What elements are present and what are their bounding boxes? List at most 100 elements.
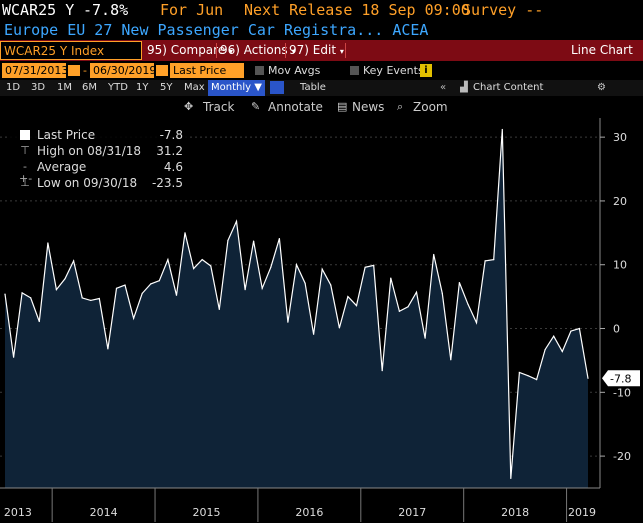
data-point	[167, 259, 169, 261]
y-tick-label: 20	[613, 195, 627, 208]
data-point	[355, 305, 358, 307]
move-icon: ✥	[184, 100, 194, 113]
data-point	[218, 308, 220, 310]
double-chevron-left-icon[interactable]: «	[440, 82, 447, 93]
last-value-tag	[602, 370, 640, 387]
data-point	[458, 282, 460, 284]
mov-avgs-label: Mov Avgs	[268, 64, 321, 77]
legend-high-label: High on 08/31/18	[37, 144, 142, 158]
legend-high: ⊤ High on 08/31/18 31.2	[7, 143, 187, 159]
chart-icon: ▟	[460, 82, 468, 93]
y-tick-label: 30	[613, 131, 627, 144]
legend-avg: -+- Average 4.6	[7, 159, 187, 185]
average-marker-icon: -+-	[19, 160, 33, 185]
end-date-input[interactable]: 06/30/2019	[90, 63, 156, 78]
range-6m[interactable]: 6M	[82, 82, 97, 93]
low-marker-icon: ⊥	[20, 176, 30, 189]
mov-avgs-checkbox[interactable]	[255, 66, 264, 75]
magnifier-icon: ⌕	[397, 100, 404, 113]
chart-type-label[interactable]: Line Chart	[571, 43, 633, 57]
zoom-button[interactable]: Zoom	[413, 100, 448, 114]
key-events-checkbox[interactable]	[350, 66, 359, 75]
range-bar: 1D 3D 1M 6M YTD 1Y 5Y Max Monthly ▼ Tabl…	[0, 80, 643, 96]
data-point	[321, 268, 323, 270]
tool-bar: ✥ Track ✎ Annotate ▤ News ⌕ Zoom	[0, 96, 643, 118]
gear-icon[interactable]: ⚙	[597, 82, 606, 93]
legend-last: Last Price -7.8	[7, 127, 187, 143]
legend: Last Price -7.8 ⊤ High on 08/31/18 31.2 …	[7, 125, 187, 193]
data-point	[364, 266, 366, 268]
x-tick-label: 2013	[4, 506, 32, 519]
info-icon[interactable]: i	[420, 64, 432, 77]
high-marker-icon: ⊤	[20, 144, 30, 157]
data-point	[330, 284, 332, 286]
date-separator: -	[83, 64, 87, 77]
edit-button[interactable]: 97) Edit ▾	[289, 41, 344, 60]
x-tick-label: 2015	[192, 506, 220, 519]
actions-num: 96)	[220, 43, 240, 57]
range-ytd[interactable]: YTD	[108, 82, 128, 93]
data-point	[450, 359, 452, 361]
legend-avg-label: Average	[37, 160, 87, 174]
data-point	[90, 299, 92, 301]
edit-num: 97)	[289, 43, 309, 57]
track-button[interactable]: Track	[203, 100, 235, 114]
calendar-icon[interactable]	[156, 65, 168, 76]
y-tick-label: -20	[613, 450, 631, 463]
data-point	[347, 296, 349, 298]
legend-swatch	[20, 130, 30, 140]
compare-button[interactable]: 95) Compare ▾	[147, 41, 233, 60]
actions-button[interactable]: 96) Actions ▾	[220, 41, 295, 60]
data-point	[561, 350, 563, 353]
legend-low-value: -23.5	[151, 176, 183, 190]
chevron-down-icon: ▾	[229, 47, 234, 56]
data-point	[295, 264, 298, 266]
chart-toolbar: WCAR25 Y Index 95) Compare ▾ 96) Actions…	[0, 40, 643, 61]
data-point	[210, 265, 212, 267]
pencil-icon: ✎	[251, 100, 261, 113]
start-date-input[interactable]: 07/31/2013	[2, 63, 68, 78]
price-chart[interactable]: 30 20 10 0 -10 -20 -7.8 2013 2014 2015 2016 2017 201…	[0, 118, 643, 523]
data-point	[578, 327, 581, 330]
calendar-icon[interactable]	[68, 65, 80, 76]
range-5y[interactable]: 5Y	[160, 82, 173, 93]
data-point	[47, 242, 49, 244]
chart-content-button[interactable]: Chart Content	[473, 82, 544, 93]
x-axis-band	[0, 489, 643, 523]
legend-low-label: Low on 09/30/18	[37, 176, 138, 190]
security-header: WCAR25 Y -7.8% For Jun Next Release 18 S…	[0, 0, 643, 20]
actions-label: Actions	[243, 43, 288, 57]
data-point	[261, 287, 263, 289]
annotate-button[interactable]: Annotate	[268, 100, 323, 114]
data-point	[587, 377, 589, 379]
data-point	[4, 293, 6, 295]
data-point	[373, 264, 375, 266]
x-tick-label: 2017	[398, 506, 426, 519]
range-1y[interactable]: 1Y	[136, 82, 149, 93]
table-button[interactable]: Table	[300, 82, 326, 93]
x-tick-label: 2014	[90, 506, 118, 519]
data-point	[304, 282, 306, 284]
data-point	[415, 291, 418, 293]
edit-label: Edit	[312, 43, 337, 57]
data-point	[150, 283, 152, 285]
range-3d[interactable]: 3D	[31, 82, 46, 93]
key-events-label: Key Events	[363, 64, 424, 77]
range-1d[interactable]: 1D	[6, 82, 21, 93]
range-1m[interactable]: 1M	[57, 82, 72, 93]
news-button[interactable]: News	[352, 100, 385, 114]
period-select[interactable]: Monthly ▼	[208, 80, 265, 96]
last-value-label: -7.8	[610, 372, 631, 385]
legend-avg-value: 4.6	[163, 160, 183, 174]
data-point	[244, 289, 246, 291]
data-point	[441, 292, 443, 294]
for-label: For Jun	[160, 1, 224, 19]
line-chart-icon[interactable]	[270, 81, 284, 94]
ticker-input[interactable]: WCAR25 Y Index	[0, 41, 142, 60]
range-max[interactable]: Max	[184, 82, 205, 93]
legend-high-value: 31.2	[156, 144, 183, 158]
data-point	[227, 239, 229, 242]
field-select[interactable]: Last Price	[170, 63, 244, 78]
data-point	[381, 370, 383, 372]
data-point	[390, 277, 392, 279]
